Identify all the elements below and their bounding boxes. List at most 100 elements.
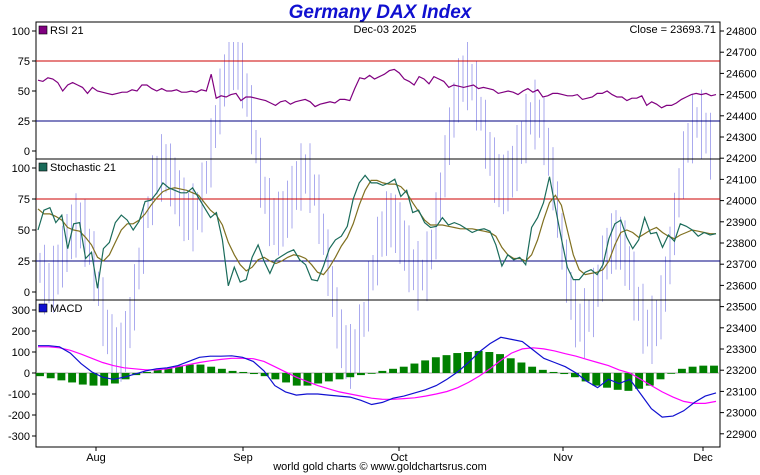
macd-histogram-bar xyxy=(78,373,87,385)
macd-histogram-bar xyxy=(474,350,483,373)
rsi-line xyxy=(37,68,717,109)
y-tick-label: 300 xyxy=(12,305,30,317)
price-tick-label: 24500 xyxy=(726,90,757,102)
x-tick-label: Oct xyxy=(390,452,407,464)
legend-label: RSI 21 xyxy=(50,25,84,37)
macd-histogram-bar xyxy=(549,371,558,373)
x-tick-label: Nov xyxy=(553,452,573,464)
price-tick-label: 24800 xyxy=(726,26,757,38)
panel-frame xyxy=(35,21,721,160)
macd-histogram-bar xyxy=(645,373,654,386)
footer-credit: world gold charts © www.goldchartsrus.co… xyxy=(273,461,487,473)
macd-histogram-bar xyxy=(656,373,665,380)
y-tick-label: -200 xyxy=(8,410,30,422)
macd-histogram-bar xyxy=(677,368,686,373)
macd-histogram-bar xyxy=(399,366,408,373)
macd-histogram-bar xyxy=(57,373,66,381)
macd-histogram-bar xyxy=(367,373,376,374)
macd-histogram-bar xyxy=(292,373,301,386)
legend-swatch xyxy=(38,303,48,313)
close-label: Close = 23693.71 xyxy=(629,24,716,36)
price-tick-label: 24400 xyxy=(726,111,757,123)
price-tick-label: 24300 xyxy=(726,132,757,144)
y-tick-label: 50 xyxy=(18,225,30,237)
macd-histogram-bar xyxy=(68,373,77,383)
price-tick-label: 23600 xyxy=(726,280,757,292)
y-tick-label: 75 xyxy=(18,56,30,68)
macd-histogram-bar xyxy=(314,373,323,384)
price-tick-label: 23200 xyxy=(726,365,757,377)
macd-histogram-bar xyxy=(667,373,676,374)
y-tick-label: 75 xyxy=(18,194,30,206)
x-tick-label: Aug xyxy=(86,452,106,464)
macd-histogram-bar xyxy=(389,368,397,373)
price-tick-label: 24200 xyxy=(726,153,757,165)
macd-histogram-bar xyxy=(282,373,291,383)
y-tick-label: 50 xyxy=(18,86,30,98)
macd-histogram-bar xyxy=(36,373,44,377)
macd-histogram-bar xyxy=(175,365,184,373)
macd-histogram-bar xyxy=(357,373,365,376)
macd-histogram-bar xyxy=(164,367,173,373)
macd-histogram-bar xyxy=(196,364,205,373)
price-tick-label: 23300 xyxy=(726,344,757,356)
macd-histogram-bar xyxy=(431,357,440,373)
x-tick-label: Sep xyxy=(233,452,253,464)
price-tick-label: 23700 xyxy=(726,259,757,271)
macd-histogram-bar xyxy=(613,373,622,390)
macd-histogram-bar xyxy=(453,353,462,373)
price-tick-label: 23500 xyxy=(726,302,757,314)
macd-histogram-bar xyxy=(228,370,237,373)
macd-histogram-bar xyxy=(421,360,430,373)
y-tick-label: 100 xyxy=(12,163,30,175)
price-tick-label: 23900 xyxy=(726,217,757,229)
macd-histogram-bar xyxy=(239,371,248,373)
macd-histogram-bar xyxy=(699,365,708,373)
macd-histogram-bar xyxy=(335,373,344,380)
macd-histogram-bar xyxy=(110,373,119,384)
macd-histogram-bar xyxy=(260,373,269,377)
y-tick-label: 100 xyxy=(12,347,30,359)
y-tick-label: 0 xyxy=(24,287,30,299)
price-tick-label: 24700 xyxy=(726,47,757,59)
macd-histogram-bar xyxy=(528,366,537,373)
macd-histogram-bar xyxy=(143,371,151,373)
macd-histogram-bar xyxy=(271,373,280,380)
macd-histogram-bar xyxy=(560,373,569,375)
macd-histogram-bar xyxy=(538,369,547,373)
macd-line xyxy=(38,336,717,418)
legend-swatch xyxy=(38,162,48,172)
macd-histogram-bar xyxy=(581,373,590,382)
chart-title: Germany DAX Index xyxy=(288,2,472,23)
macd-histogram-bar xyxy=(710,365,718,373)
price-tick-label: 24100 xyxy=(726,174,757,186)
price-tick-label: 24000 xyxy=(726,196,757,208)
y-tick-label: 25 xyxy=(18,256,30,268)
y-tick-label: 0 xyxy=(24,368,30,380)
y-tick-label: 0 xyxy=(24,146,30,158)
macd-histogram-bar xyxy=(324,373,333,382)
price-tick-label: 23800 xyxy=(726,238,757,250)
stochastic-slow-line xyxy=(37,179,716,276)
macd-histogram-bar xyxy=(89,373,98,386)
macd-histogram-bar xyxy=(46,373,55,379)
macd-histogram-bar xyxy=(217,368,226,373)
macd-histogram-bar xyxy=(624,373,633,391)
y-tick-label: -300 xyxy=(8,431,30,443)
legend-swatch xyxy=(38,25,48,35)
macd-histogram-bar xyxy=(410,363,419,373)
y-tick-label: -100 xyxy=(8,389,30,401)
macd-histogram-bar xyxy=(442,355,451,373)
y-tick-label: 200 xyxy=(12,326,30,338)
stochastic-fast-line xyxy=(37,174,717,289)
macd-histogram-bar xyxy=(185,364,194,373)
macd-histogram-bar xyxy=(570,373,579,378)
macd-histogram-bar xyxy=(496,354,504,373)
price-tick-label: 23000 xyxy=(726,408,757,420)
macd-histogram-bar xyxy=(207,366,216,373)
macd-histogram-bar xyxy=(346,373,355,378)
x-tick-label: Dec xyxy=(693,452,713,464)
date-label: Dec-03 2025 xyxy=(354,24,417,36)
price-tick-label: 23100 xyxy=(726,386,757,398)
y-tick-label: 25 xyxy=(18,116,30,128)
